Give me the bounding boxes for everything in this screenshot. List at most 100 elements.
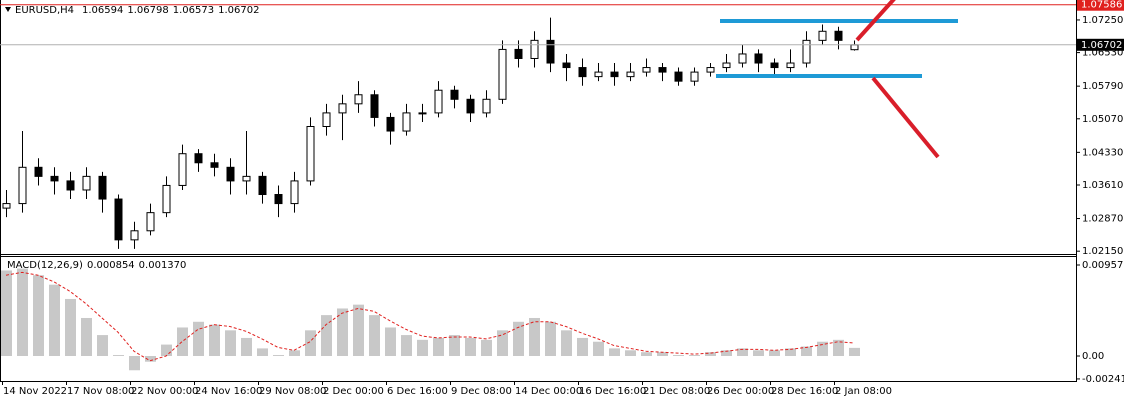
macd-bar <box>577 337 588 356</box>
macd-bar <box>641 352 652 356</box>
macd-bar <box>273 355 284 356</box>
candle-body <box>82 175 91 191</box>
candle-body <box>226 166 235 182</box>
macd-bar <box>513 321 524 356</box>
macd-bar <box>609 348 620 356</box>
macd-bar <box>353 304 364 356</box>
candle-body <box>418 112 427 115</box>
macd-bar <box>417 339 428 356</box>
indicator-header: MACD(12,26,9) 0.000854 0.001370 <box>7 260 186 271</box>
macd-bar <box>49 284 60 356</box>
macd-value: 0.000854 <box>87 260 135 271</box>
macd-bar <box>561 330 572 356</box>
candle-body <box>706 67 715 73</box>
high-value: 1.06798 <box>127 5 168 16</box>
candle-body <box>242 175 251 182</box>
macd-bar <box>753 350 764 356</box>
candle-body <box>498 48 507 100</box>
candle-body <box>370 94 379 118</box>
macd-bar <box>257 348 268 356</box>
candle-body <box>274 194 283 205</box>
macd-bar <box>673 355 684 356</box>
candle-body <box>642 67 651 73</box>
macd-bar <box>801 346 812 356</box>
candle-body <box>466 98 475 114</box>
macd-bar <box>737 348 748 356</box>
candle-body <box>658 67 667 73</box>
close-value: 1.06702 <box>218 5 259 16</box>
macd-bar <box>785 348 796 356</box>
macd-bar <box>145 356 156 362</box>
y-tick-label: 1.05790 <box>1082 81 1123 92</box>
candle-body <box>690 71 699 82</box>
macd-bar <box>689 355 700 356</box>
candle-body <box>450 89 459 100</box>
candle-body <box>354 94 363 105</box>
macd-bar <box>401 335 412 356</box>
candle-body <box>674 71 683 82</box>
macd-bar <box>497 330 508 356</box>
macd-bar <box>305 330 316 356</box>
x-tick-label: 29 Nov 08:00 <box>259 386 326 397</box>
candle-body <box>210 162 219 168</box>
y-tick-label: 1.02150 <box>1082 246 1123 257</box>
candle-body <box>850 44 859 51</box>
signal-line <box>5 271 855 362</box>
y-tick-label: 1.02870 <box>1082 214 1123 225</box>
x-tick-label: 2 Jan 08:00 <box>835 386 892 397</box>
macd-bar <box>193 321 204 356</box>
macd-bar <box>289 350 300 356</box>
candle-body <box>754 53 763 64</box>
macd-bar <box>545 321 556 356</box>
x-tick-label: 14 Nov 2022 <box>3 386 67 397</box>
macd-bar <box>449 335 460 356</box>
x-tick-label: 21 Dec 08:00 <box>643 386 710 397</box>
low-value: 1.06573 <box>173 5 214 16</box>
menu-triangle[interactable] <box>5 7 11 12</box>
price-box-label: 1.06702 <box>1081 40 1122 51</box>
candle-body <box>786 62 795 69</box>
candle-body <box>178 153 187 186</box>
y-tick-label: 0.009573 <box>1082 260 1124 271</box>
candle-body <box>482 98 491 114</box>
macd-bar <box>849 347 860 356</box>
macd-bar <box>721 350 732 356</box>
macd-bar <box>1 270 12 356</box>
candle-body <box>530 39 539 59</box>
macd-bar <box>209 324 220 356</box>
candle-body <box>290 180 299 205</box>
macd-bar <box>769 350 780 356</box>
candle-body <box>434 89 443 114</box>
candle-body <box>194 153 203 164</box>
candle-body <box>514 48 523 59</box>
macd-bar <box>481 339 492 356</box>
candle-body <box>18 166 27 205</box>
macd-bar <box>833 339 844 356</box>
candle-body <box>402 112 411 132</box>
candle-body <box>114 198 123 241</box>
candle-body <box>338 103 347 114</box>
macd-bar <box>385 327 396 356</box>
candle-body <box>770 62 779 69</box>
candle-body <box>562 62 571 69</box>
macd-bar <box>817 341 828 356</box>
candle-body <box>722 62 731 69</box>
y-tick-label: 1.06530 <box>1082 48 1123 59</box>
macd-bar <box>529 317 540 356</box>
price-box <box>1077 38 1124 51</box>
macd-bar <box>225 330 236 356</box>
candle-body <box>258 175 267 196</box>
candle-body <box>818 30 827 41</box>
macd-bar <box>625 350 636 356</box>
macd-bar <box>465 337 476 356</box>
macd-bar <box>33 275 44 356</box>
macd-bar <box>161 344 172 356</box>
candle-body <box>594 71 603 78</box>
signal-value: 0.001370 <box>139 260 187 271</box>
candle-body <box>322 112 331 128</box>
candle-body <box>626 71 635 78</box>
symbol-header: EURUSD,H4 1.06594 1.06798 1.06573 1.06702 <box>15 5 259 16</box>
macd-bar <box>17 268 28 356</box>
